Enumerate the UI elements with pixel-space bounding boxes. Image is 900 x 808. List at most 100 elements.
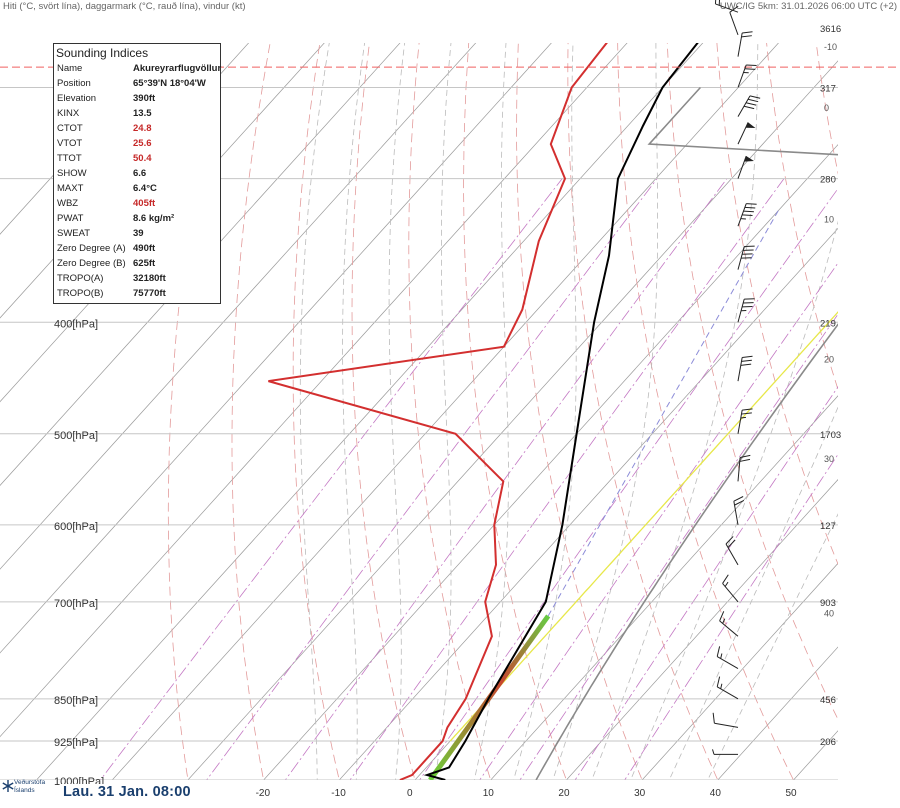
index-value: 6.6	[133, 168, 147, 179]
dry-adiabat	[716, 43, 838, 566]
pressure-label: 925[hPa]	[54, 737, 98, 749]
dry-adiabat	[617, 43, 794, 780]
index-value: 24.8	[133, 123, 152, 134]
wind-barb	[737, 64, 757, 88]
wind-barb	[737, 203, 757, 227]
wind-barb	[737, 454, 751, 482]
height-label: 317	[820, 84, 836, 95]
isotherm-line	[187, 60, 838, 780]
index-value: 490ft	[133, 243, 156, 254]
wind-barb	[737, 408, 753, 434]
temperature-edge-label: 30	[824, 454, 834, 464]
mixing-ratio-line	[574, 386, 838, 780]
index-key: Zero Degree (B)	[57, 258, 126, 269]
dry-adiabat	[351, 43, 416, 780]
wind-barb	[737, 155, 754, 179]
moist-adiabat	[473, 43, 509, 780]
pressure-label: 500[hPa]	[54, 430, 98, 442]
wind-barb	[722, 574, 739, 603]
pressure-label: 600[hPa]	[54, 521, 98, 533]
index-value: 8.6 kg/m²	[133, 213, 175, 224]
index-value: 75770ft	[133, 288, 166, 299]
isotherm-line	[793, 730, 838, 780]
height-label: 219	[820, 318, 836, 329]
temperature-edge-label: 10	[824, 215, 834, 225]
index-value: 65°39'N 18°04'W	[133, 78, 206, 89]
temperature-axis-label: 30	[634, 788, 646, 799]
isotherm-line	[36, 43, 704, 780]
temperature-edge-label: 20	[824, 354, 834, 364]
wind-barb	[712, 749, 738, 755]
sounding-indices-title: Sounding Indices	[56, 46, 149, 60]
index-key: SHOW	[57, 168, 87, 179]
vedurstofa-logo: Veðurstofa Íslands	[0, 776, 60, 808]
height-label: 206	[820, 737, 836, 748]
isotherm-line	[847, 0, 900, 804]
index-key: MAXT	[57, 183, 84, 194]
logo-text: Veðurstofa Íslands	[14, 779, 46, 794]
chart-legend-caption: Hiti (°C, svört lína), daggarmark (°C, r…	[3, 1, 246, 12]
index-value: 32180ft	[133, 273, 166, 284]
dry-adiabat	[567, 43, 719, 780]
index-value: 39	[133, 228, 144, 239]
temperature-axis-label: -20	[256, 788, 271, 799]
moist-adiabat	[591, 43, 759, 780]
mixing-ratio-line	[206, 178, 658, 780]
wind-barb	[719, 611, 739, 637]
index-value: 13.5	[133, 108, 152, 119]
index-key: Name	[57, 63, 83, 74]
moist-adiabat	[434, 43, 452, 780]
index-key: TROPO(B)	[57, 288, 104, 299]
dewpoint-line	[268, 43, 608, 780]
freezing-line	[449, 311, 838, 742]
wind-barb	[714, 0, 739, 13]
index-key: Zero Degree (A)	[57, 243, 126, 254]
wind-barb	[729, 5, 739, 36]
moist-adiabat	[707, 513, 838, 780]
pressure-label: 700[hPa]	[54, 598, 98, 610]
moist-adiabat	[299, 43, 330, 780]
height-label: 1703	[820, 430, 841, 441]
isotherm-line	[338, 227, 838, 780]
height-label: 3616	[820, 24, 841, 35]
height-label: 456	[820, 695, 836, 706]
moist-adiabat	[388, 43, 406, 780]
moist-adiabat	[630, 220, 838, 780]
moist-adiabat	[513, 43, 577, 780]
dry-adiabat	[292, 43, 340, 780]
index-key: TROPO(A)	[57, 273, 104, 284]
pressure-label: 850[hPa]	[54, 695, 98, 707]
wind-barb	[737, 245, 755, 270]
temperature-axis-label: 50	[786, 788, 798, 799]
temperature-axis-label: 10	[483, 788, 495, 799]
snowflake-icon	[2, 780, 14, 792]
index-value: 6.4°C	[133, 183, 157, 194]
mixing-ratio-line	[99, 178, 563, 780]
index-value: Akureyrarflugvöllur	[133, 63, 222, 74]
index-key: SWEAT	[57, 228, 91, 239]
index-value: 50.4	[133, 153, 152, 164]
mixing-ratio-line	[624, 453, 838, 780]
lcl-ascent	[547, 210, 779, 617]
dry-adiabat	[516, 43, 643, 780]
height-label: 280	[820, 175, 836, 186]
height-label: 127	[820, 521, 836, 532]
dry-adiabat	[463, 43, 567, 780]
isotherm-line	[263, 144, 838, 780]
dry-adiabat	[408, 43, 492, 780]
temperature-axis-label: 40	[710, 788, 722, 799]
mixing-ratio-line	[479, 262, 838, 780]
index-value: 25.6	[133, 138, 152, 149]
parcel-path	[535, 86, 838, 780]
mixing-ratio-line	[419, 187, 838, 780]
index-key: CTOT	[57, 123, 83, 134]
wind-barb	[733, 496, 745, 525]
temperature-edge-label: 0	[824, 103, 829, 113]
temperature-edge-label: 40	[824, 608, 834, 618]
moist-adiabat	[342, 43, 366, 780]
temperature-edge-label: -10	[824, 42, 837, 52]
index-key: TTOT	[57, 153, 82, 164]
dry-adiabat	[815, 43, 838, 175]
